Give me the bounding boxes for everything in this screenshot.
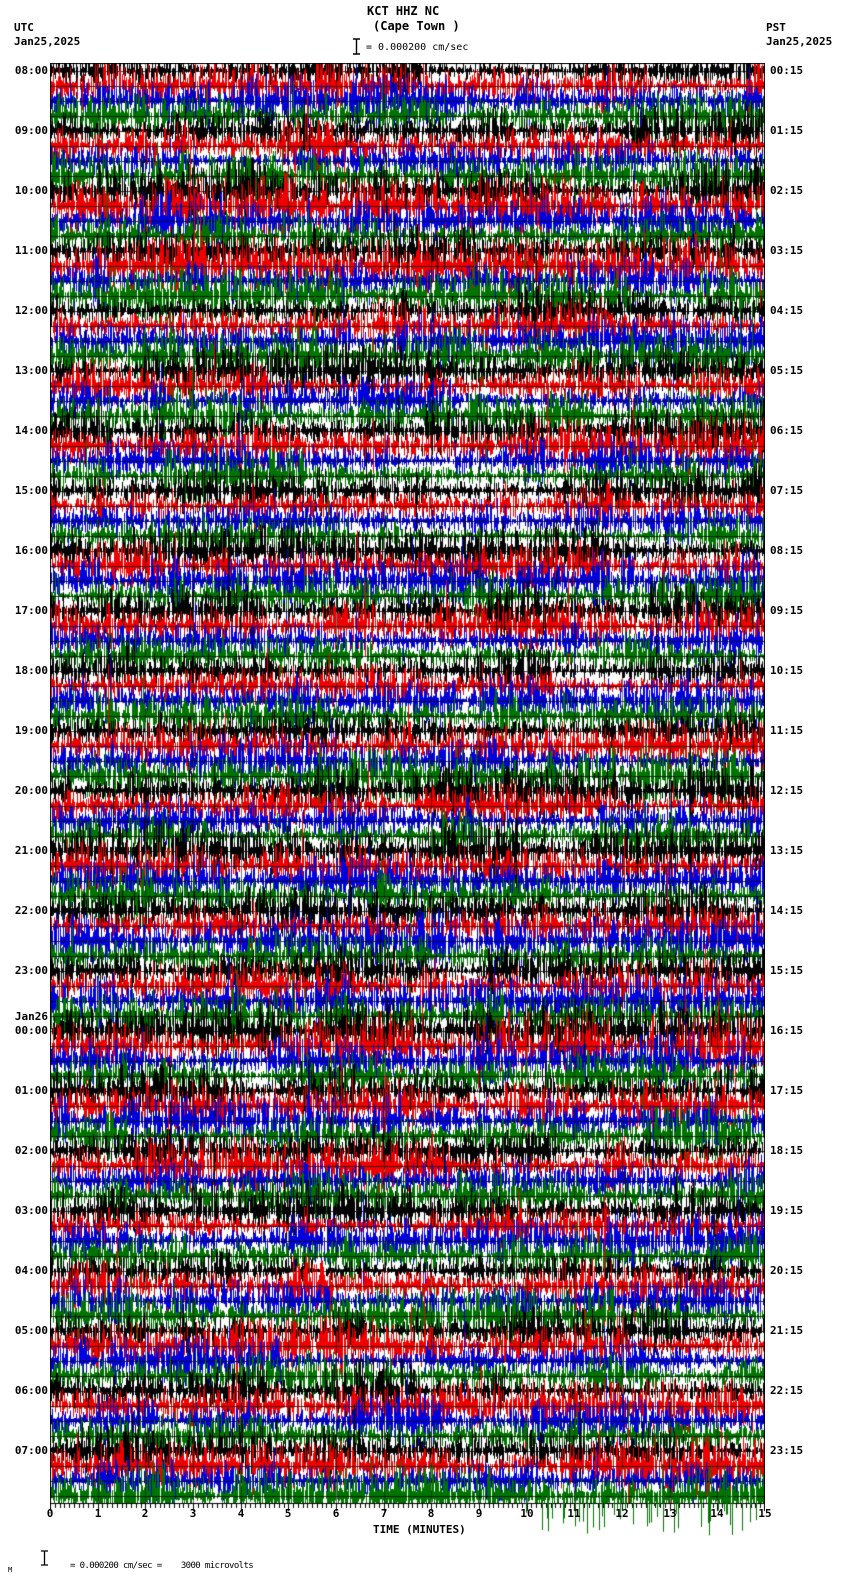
right-date-label: Jan25,2025 — [766, 35, 833, 48]
utc-hour-label: 17:00 — [14, 604, 48, 617]
x-axis-tick-label: 1 — [94, 1507, 102, 1520]
utc-hour-label: 01:00 — [14, 1084, 48, 1097]
utc-hour-label: 18:00 — [14, 664, 48, 677]
utc-hour-label: 02:00 — [14, 1144, 48, 1157]
utc-hour-label: 20:00 — [14, 784, 48, 797]
pst-hour-label: 06:15 — [770, 424, 804, 437]
utc-hour-label: 04:00 — [14, 1264, 48, 1277]
utc-hour-label: 14:00 — [14, 424, 48, 437]
utc-hour-label: 09:00 — [14, 124, 48, 137]
pst-hour-label: 15:15 — [770, 964, 804, 977]
pst-hour-label: 21:15 — [770, 1324, 804, 1337]
pst-hour-label: 19:15 — [770, 1204, 804, 1217]
pst-hour-label: 00:15 — [770, 64, 804, 77]
utc-hour-label: 21:00 — [14, 844, 48, 857]
utc-hour-label: 15:00 — [14, 484, 48, 497]
pst-hour-label: 05:15 — [770, 364, 804, 377]
utc-hour-label: 13:00 — [14, 364, 48, 377]
pst-hour-label: 14:15 — [770, 904, 804, 917]
x-axis-tick-label: 9 — [475, 1507, 483, 1520]
x-axis-tick-label: 11 — [567, 1507, 581, 1520]
x-axis-tick-label: 2 — [141, 1507, 149, 1520]
pst-hour-label: 18:15 — [770, 1144, 804, 1157]
pst-hour-label: 22:15 — [770, 1384, 804, 1397]
utc-date-rollover-label: Jan26 — [14, 1010, 48, 1023]
utc-hour-label: 00:00 — [14, 1024, 48, 1037]
utc-hour-label: 05:00 — [14, 1324, 48, 1337]
x-axis-tick-label: 14 — [710, 1507, 724, 1520]
x-axis-tick-label: 7 — [380, 1507, 388, 1520]
x-axis-tick-label: 15 — [758, 1507, 772, 1520]
x-axis-tick-label: 4 — [237, 1507, 245, 1520]
utc-hour-label: 19:00 — [14, 724, 48, 737]
pst-hour-label: 09:15 — [770, 604, 804, 617]
left-date-label: Jan25,2025 — [14, 35, 81, 48]
pst-hour-label: 17:15 — [770, 1084, 804, 1097]
utc-hour-label: 08:00 — [14, 64, 48, 77]
utc-hour-label: 07:00 — [14, 1444, 48, 1457]
pst-hour-label: 23:15 — [770, 1444, 804, 1457]
utc-hour-label: 23:00 — [14, 964, 48, 977]
pst-hour-label: 08:15 — [770, 544, 804, 557]
footer-ibeam-icon — [41, 1550, 48, 1566]
right-timezone-label: PST — [766, 21, 786, 34]
utc-hour-label: 03:00 — [14, 1204, 48, 1217]
x-axis-title: TIME (MINUTES) — [373, 1523, 466, 1536]
scale-ibeam-icon — [353, 38, 360, 55]
pst-hour-label: 03:15 — [770, 244, 804, 257]
utc-hour-label: 12:00 — [14, 304, 48, 317]
pst-hour-label: 11:15 — [770, 724, 804, 737]
pst-hour-label: 13:15 — [770, 844, 804, 857]
pst-hour-label: 10:15 — [770, 664, 804, 677]
utc-hour-label: 11:00 — [14, 244, 48, 257]
utc-hour-label: 10:00 — [14, 184, 48, 197]
x-axis-tick-label: 5 — [284, 1507, 292, 1520]
station-title: KCT HHZ NC — [367, 4, 440, 18]
pst-hour-label: 04:15 — [770, 304, 804, 317]
pst-hour-label: 20:15 — [770, 1264, 804, 1277]
x-axis-tick-label: 13 — [663, 1507, 677, 1520]
pst-hour-label: 02:15 — [770, 184, 804, 197]
pst-hour-label: 01:15 — [770, 124, 804, 137]
pst-hour-label: 12:15 — [770, 784, 804, 797]
station-subtitle: (Cape Town ) — [373, 19, 460, 33]
utc-hour-label: 06:00 — [14, 1384, 48, 1397]
x-axis-tick-label: 12 — [615, 1507, 629, 1520]
left-timezone-label: UTC — [14, 21, 34, 34]
x-axis-tick-label: 0 — [46, 1507, 54, 1520]
x-axis-tick-label: 3 — [189, 1507, 197, 1520]
pst-hour-label: 07:15 — [770, 484, 804, 497]
utc-hour-label: 16:00 — [14, 544, 48, 557]
pst-hour-label: 16:15 — [770, 1024, 804, 1037]
footer-prefix: M — [8, 1566, 13, 1574]
seismogram-traces — [50, 63, 765, 1541]
x-axis-tick-label: 8 — [427, 1507, 435, 1520]
footer-scale-note: = 0.000200 cm/sec = 3000 microvolts — [70, 1561, 254, 1571]
x-axis-tick-label: 6 — [332, 1507, 340, 1520]
utc-hour-label: 22:00 — [14, 904, 48, 917]
scale-label: = 0.000200 cm/sec — [366, 42, 469, 53]
x-axis-tick-label: 10 — [520, 1507, 534, 1520]
